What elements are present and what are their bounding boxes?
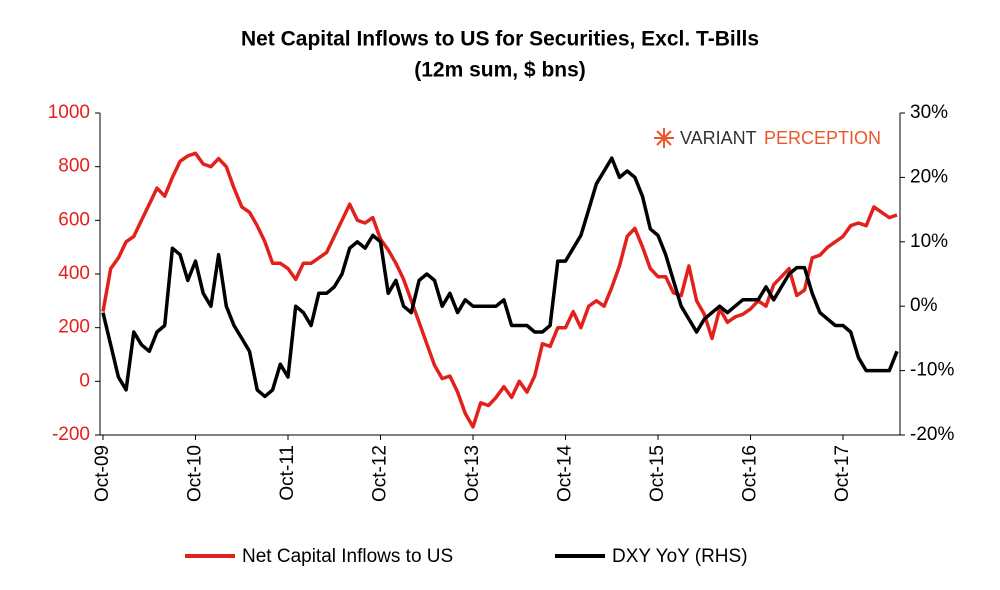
- y2-tick-label: 20%: [910, 166, 948, 187]
- y2-tick-label: -20%: [910, 424, 954, 445]
- x-tick-label: Oct-16: [740, 445, 761, 502]
- y2-tick-label: 10%: [910, 231, 948, 252]
- logo-icon: [654, 128, 674, 148]
- y-tick-label: 200: [58, 317, 90, 338]
- series-line: [101, 151, 898, 429]
- legend-label: DXY YoY (RHS): [612, 546, 748, 567]
- y-tick-label: 400: [58, 263, 90, 284]
- x-tick-label: Oct-13: [462, 445, 483, 502]
- x-tick-label: Oct-15: [647, 445, 668, 502]
- y2-tick-label: 0%: [910, 295, 938, 316]
- x-tick-label: Oct-11: [277, 445, 298, 501]
- x-tick-label: Oct-17: [832, 445, 853, 502]
- logo-text: VARIANT: [680, 128, 757, 148]
- y-tick-label: 600: [58, 209, 90, 230]
- series-line: [101, 156, 899, 399]
- y-tick-label: 0: [79, 370, 90, 391]
- legend-label: Net Capital Inflows to US: [242, 546, 453, 567]
- chart-subtitle: (12m sum, $ bns): [414, 59, 586, 82]
- y-tick-label: 1000: [48, 102, 90, 123]
- chart-title: Net Capital Inflows to US for Securities…: [241, 28, 759, 51]
- x-tick-label: Oct-12: [370, 445, 391, 502]
- x-tick-label: Oct-14: [555, 445, 576, 502]
- logo-text: PERCEPTION: [764, 128, 881, 148]
- logo: VARIANT PERCEPTION: [654, 128, 881, 148]
- x-tick-label: Oct-10: [185, 445, 206, 502]
- y-tick-label: -200: [52, 424, 90, 445]
- x-tick-label: Oct-09: [92, 445, 113, 502]
- y2-tick-label: -10%: [910, 360, 954, 381]
- y-tick-label: 800: [58, 156, 90, 177]
- y2-tick-label: 30%: [910, 102, 948, 123]
